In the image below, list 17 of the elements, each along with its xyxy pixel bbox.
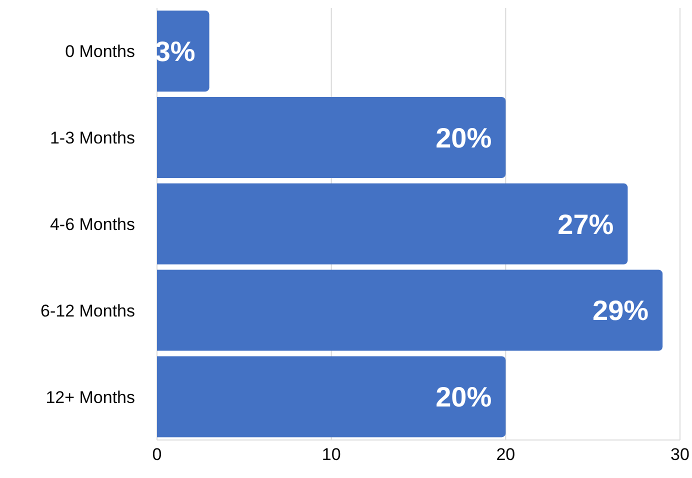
data-label: 29%	[592, 295, 649, 326]
x-tick-label: 10	[322, 445, 341, 464]
x-tick-label: 0	[152, 445, 162, 464]
bar	[157, 183, 628, 264]
y-tick-label: 4-6 Months	[50, 215, 135, 234]
data-label: 20%	[436, 122, 492, 154]
x-tick-label: 30	[670, 445, 690, 464]
bar	[157, 270, 663, 351]
data-label: 20%	[436, 382, 492, 413]
y-tick-label: 12+ Months	[46, 388, 135, 407]
x-tick-label: 20	[496, 445, 516, 464]
y-tick-label: 0 Months	[65, 42, 135, 62]
y-tick-label: 1-3 Months	[50, 128, 135, 148]
y-tick-label: 6-12 Months	[40, 301, 135, 320]
bar	[157, 356, 506, 438]
data-label: 27%	[558, 208, 614, 240]
bar	[157, 96, 506, 178]
